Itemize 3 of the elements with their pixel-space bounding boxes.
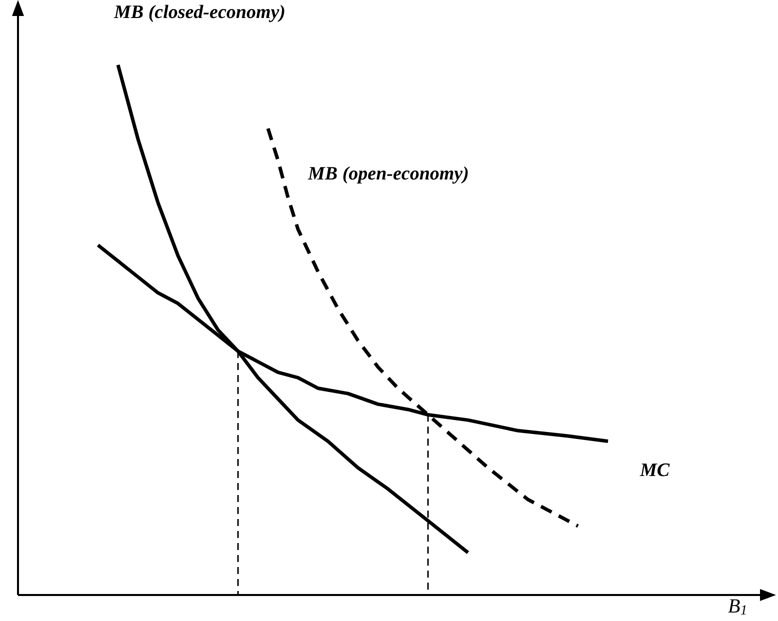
series-label: MC <box>639 460 670 482</box>
text: MB (closed-economy) <box>113 2 286 23</box>
series-label: MB (open-economy) <box>307 163 469 184</box>
